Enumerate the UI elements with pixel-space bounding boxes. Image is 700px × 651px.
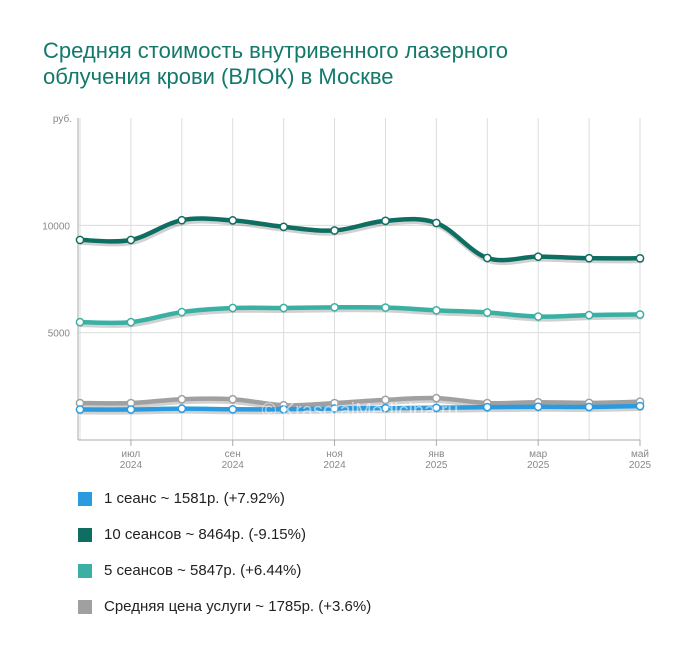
data-point-1-сеанс (330, 404, 339, 413)
data-point-10-сеансов (126, 235, 136, 245)
x-tick-label-month: сен (225, 449, 241, 460)
data-point-5-сеансов (533, 312, 543, 321)
data-point-10-сеансов (279, 222, 288, 232)
x-tick-label-year: 2024 (222, 460, 245, 471)
data-point-10-сеансов (381, 216, 390, 226)
data-point-1-сеанс (75, 405, 85, 414)
data-point-1-сеанс (432, 403, 441, 413)
chart-title-line-2: облучения крови (ВЛОК) в Москве (43, 64, 394, 89)
data-point-10-сеансов (177, 215, 187, 225)
x-tick-label-year: 2025 (629, 460, 652, 471)
data-point-1-сеанс (126, 405, 136, 414)
data-point-10-сеансов (228, 216, 238, 225)
data-point-10-сеансов (584, 253, 594, 263)
legend-item-1-session[interactable]: 1 сеанс ~ 1581р. (+7.92%) (78, 486, 371, 522)
data-point-5-сеансов (381, 303, 390, 312)
data-point-5-сеансов (228, 303, 238, 313)
data-point-10-сеансов (75, 235, 85, 245)
data-point-10-сеансов (533, 252, 543, 262)
data-point-средняя-цена-услуги (381, 395, 390, 405)
legend-item-5-sessions[interactable]: 5 сеансов ~ 5847р. (+6.44%) (78, 558, 371, 594)
data-point-средняя-цена-услуги (177, 394, 187, 404)
x-tick-label-month: июл (122, 449, 141, 460)
data-point-5-сеансов (177, 307, 187, 317)
legend-swatch-average-price (78, 600, 92, 614)
x-tick-label-year: 2024 (120, 460, 143, 471)
legend-label-average-price: Средняя цена услуги ~ 1785р. (+3.6%) (104, 598, 372, 615)
chart-title-line-1: Средняя стоимость внутривенного лазерног… (43, 38, 508, 63)
line-chart: 500010000руб.июл2024сен2024ноя2024янв202… (42, 113, 652, 471)
series-line-10-сеансов (77, 216, 643, 263)
x-tick-label-month: мар (529, 449, 547, 460)
data-point-5-сеансов (432, 305, 441, 315)
data-point-1-сеанс (279, 404, 288, 414)
data-point-средняя-цена-услуги (228, 394, 238, 404)
data-point-1-сеанс (381, 403, 390, 413)
legend-label-5-sessions: 5 сеансов ~ 5847р. (+6.44%) (104, 562, 302, 579)
data-point-5-сеансов (584, 310, 594, 320)
legend-item-10-sessions[interactable]: 10 сеансов ~ 8464р. (-9.15%) (78, 522, 371, 558)
data-point-1-сеанс (533, 402, 543, 412)
data-point-1-сеанс (228, 404, 238, 414)
data-point-5-сеансов (330, 302, 339, 312)
x-tick-label-month: янв (428, 449, 444, 460)
legend-swatch-1-session (78, 492, 92, 506)
data-point-10-сеансов (432, 218, 441, 228)
data-point-средняя-цена-услуги (432, 393, 441, 403)
data-point-1-сеанс (635, 401, 645, 411)
chart-title: Средняя стоимость внутривенного лазерног… (43, 38, 643, 90)
legend-swatch-10-sessions (78, 528, 92, 542)
data-point-10-сеансов (635, 253, 645, 263)
data-point-5-сеансов (279, 303, 288, 313)
data-point-5-сеансов (635, 310, 645, 319)
y-tick-label: 5000 (48, 329, 71, 340)
data-point-1-сеанс (584, 402, 594, 412)
x-tick-label-year: 2025 (425, 460, 448, 471)
data-point-5-сеансов (75, 317, 85, 327)
watermark-text: © KrasotaiMedicina.ru (261, 400, 458, 422)
legend-label-1-session: 1 сеанс ~ 1581р. (+7.92%) (104, 490, 285, 507)
chart-legend: 1 сеанс ~ 1581р. (+7.92%) 10 сеансов ~ 8… (78, 486, 371, 630)
data-point-5-сеансов (482, 308, 492, 317)
legend-label-10-sessions: 10 сеансов ~ 8464р. (-9.15%) (104, 526, 306, 543)
data-point-5-сеансов (126, 317, 136, 327)
y-tick-label: 10000 (42, 221, 70, 232)
x-tick-label-month: ноя (326, 449, 343, 460)
x-tick-label-month: май (631, 449, 649, 460)
x-tick-label-year: 2024 (323, 460, 346, 471)
y-axis-label: руб. (53, 113, 72, 125)
data-point-1-сеанс (482, 402, 492, 412)
data-point-1-сеанс (177, 404, 187, 414)
legend-item-average-price[interactable]: Средняя цена услуги ~ 1785р. (+3.6%) (78, 594, 371, 630)
data-point-10-сеансов (482, 253, 492, 263)
data-point-10-сеансов (330, 226, 339, 235)
x-tick-label-year: 2025 (527, 460, 550, 471)
legend-swatch-5-sessions (78, 564, 92, 578)
